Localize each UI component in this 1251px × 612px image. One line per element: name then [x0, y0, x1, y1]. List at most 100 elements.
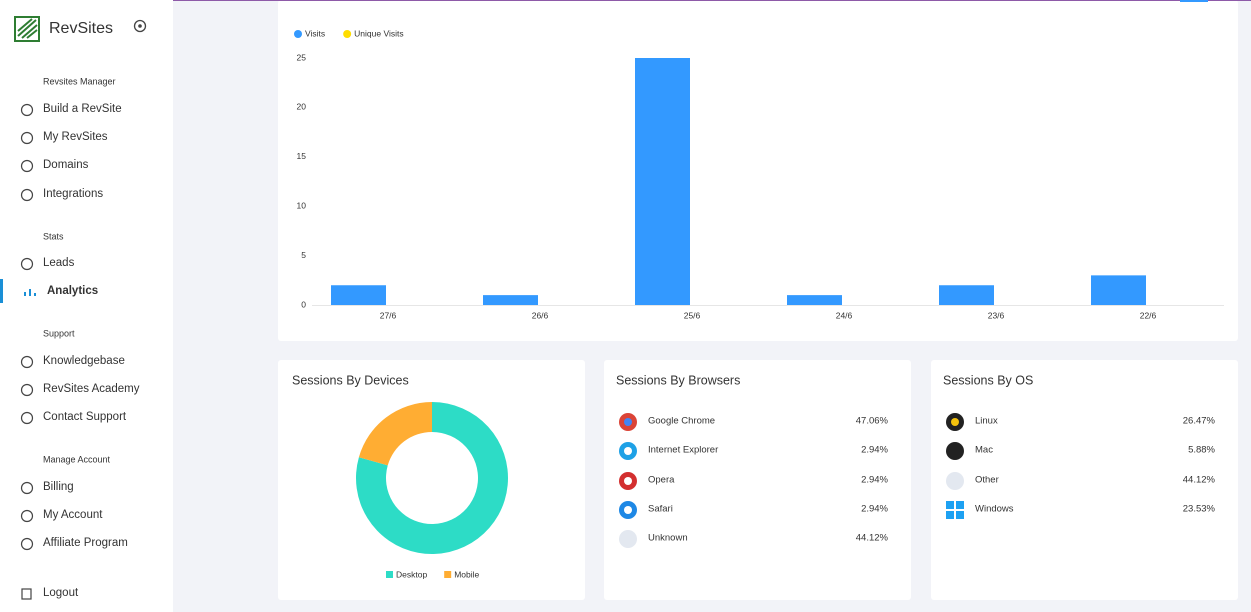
- active-indicator: [0, 279, 3, 303]
- card-title: Sessions By OS: [943, 373, 1033, 387]
- row-value: 2.94%: [861, 475, 888, 486]
- nav-item[interactable]: Contact Support: [43, 411, 127, 423]
- row-label: Safari: [648, 504, 673, 515]
- row-label: Google Chrome: [648, 416, 715, 427]
- nav-item[interactable]: Billing: [43, 481, 74, 493]
- legend-label: Mobile: [454, 569, 479, 579]
- legend-swatch: [386, 571, 393, 578]
- row-label: Linux: [975, 416, 998, 427]
- legend-label: Visits: [305, 28, 325, 38]
- nav-icon: [21, 588, 32, 600]
- browsers-card: [604, 360, 911, 600]
- nav-icon: [20, 131, 34, 145]
- nav-icon: [24, 292, 26, 296]
- row-label: Other: [975, 475, 999, 486]
- legend-label: Desktop: [396, 569, 427, 579]
- row-value: 26.47%: [1183, 416, 1216, 427]
- nav-item[interactable]: Analytics: [47, 285, 98, 297]
- legend-label: Unique Visits: [354, 28, 403, 38]
- nav-item[interactable]: Knowledgebase: [43, 355, 125, 367]
- nav-icon: [20, 509, 34, 523]
- x-tick-label: 24/6: [836, 310, 853, 320]
- row-label: Mac: [975, 445, 993, 456]
- nav-icon: [20, 103, 34, 117]
- nav-icon: [20, 383, 34, 397]
- windows-icon: [956, 511, 964, 519]
- y-tick-label: 15: [297, 151, 307, 161]
- nav-item[interactable]: Affiliate Program: [43, 537, 128, 549]
- card-title: Sessions By Browsers: [616, 373, 740, 387]
- row-icon-inner: [624, 506, 632, 514]
- nav-item[interactable]: Logout: [43, 587, 79, 599]
- windows-icon: [946, 501, 954, 509]
- nav-item[interactable]: Leads: [43, 257, 75, 269]
- y-tick-label: 5: [301, 250, 306, 260]
- y-tick-label: 25: [297, 52, 307, 62]
- row-value: 23.53%: [1183, 504, 1216, 515]
- bar: [1091, 275, 1146, 305]
- nav-item[interactable]: Build a RevSite: [43, 103, 122, 115]
- nav-icon: [20, 411, 34, 425]
- devices-card: [278, 360, 585, 600]
- legend-dot: [343, 30, 352, 38]
- nav-item[interactable]: Domains: [43, 159, 89, 171]
- y-tick-label: 10: [297, 200, 307, 210]
- row-icon-inner: [624, 447, 632, 455]
- donut-slice: [358, 402, 432, 466]
- bar: [787, 295, 842, 305]
- visits-card: [278, 0, 1238, 341]
- settings-icon-dot: [138, 24, 142, 28]
- x-tick-label: 22/6: [1140, 310, 1157, 320]
- x-tick-label: 27/6: [380, 310, 397, 320]
- nav-item[interactable]: RevSites Academy: [43, 383, 140, 395]
- logo: [14, 16, 40, 42]
- x-tick-label: 25/6: [684, 310, 701, 320]
- nav-icon: [20, 537, 34, 551]
- row-value: 44.12%: [856, 533, 889, 544]
- windows-icon: [946, 511, 954, 519]
- windows-icon: [956, 501, 964, 509]
- nav-icon: [20, 188, 34, 202]
- row-icon: [619, 530, 637, 548]
- nav-icon: [29, 289, 31, 296]
- nav-item[interactable]: My RevSites: [43, 131, 108, 143]
- row-value: 44.12%: [1183, 475, 1216, 486]
- nav-icon: [20, 257, 34, 271]
- bar: [331, 285, 386, 305]
- legend-dot: [294, 30, 302, 38]
- bar: [483, 295, 538, 305]
- nav-item[interactable]: Integrations: [43, 188, 103, 200]
- row-icon-inner: [624, 418, 632, 426]
- legend-swatch: [444, 571, 452, 578]
- bar: [939, 285, 994, 305]
- os-card: [931, 360, 1238, 600]
- row-icon: [946, 442, 964, 460]
- nav-item[interactable]: My Account: [43, 509, 103, 521]
- nav-icon: [34, 293, 36, 296]
- x-tick-label: 26/6: [532, 310, 549, 320]
- row-value: 47.06%: [856, 416, 889, 427]
- row-label: Unknown: [648, 533, 688, 544]
- y-tick-label: 0: [301, 299, 306, 309]
- bar: [635, 58, 690, 305]
- row-icon-inner: [951, 418, 959, 426]
- row-value: 2.94%: [861, 445, 888, 456]
- row-label: Opera: [648, 475, 675, 486]
- row-label: Windows: [975, 504, 1014, 515]
- sidebar: [0, 0, 173, 612]
- row-icon-inner: [624, 477, 632, 485]
- nav-section-title: Manage Account: [43, 454, 111, 464]
- nav-icon: [20, 355, 34, 369]
- y-tick-label: 20: [297, 102, 307, 112]
- settings-icon[interactable]: [133, 19, 147, 33]
- x-tick-label: 23/6: [988, 310, 1005, 320]
- card-title: Sessions By Devices: [292, 373, 409, 387]
- nav-icon: [20, 481, 34, 495]
- content: Revsites Manager Build a RevSite My RevSit…: [0, 28, 1224, 600]
- brand: RevSites: [49, 20, 113, 37]
- row-label: Internet Explorer: [648, 445, 718, 456]
- nav-icon: [20, 159, 34, 173]
- row-value: 2.94%: [861, 504, 888, 515]
- nav-section-title: Stats: [43, 231, 64, 241]
